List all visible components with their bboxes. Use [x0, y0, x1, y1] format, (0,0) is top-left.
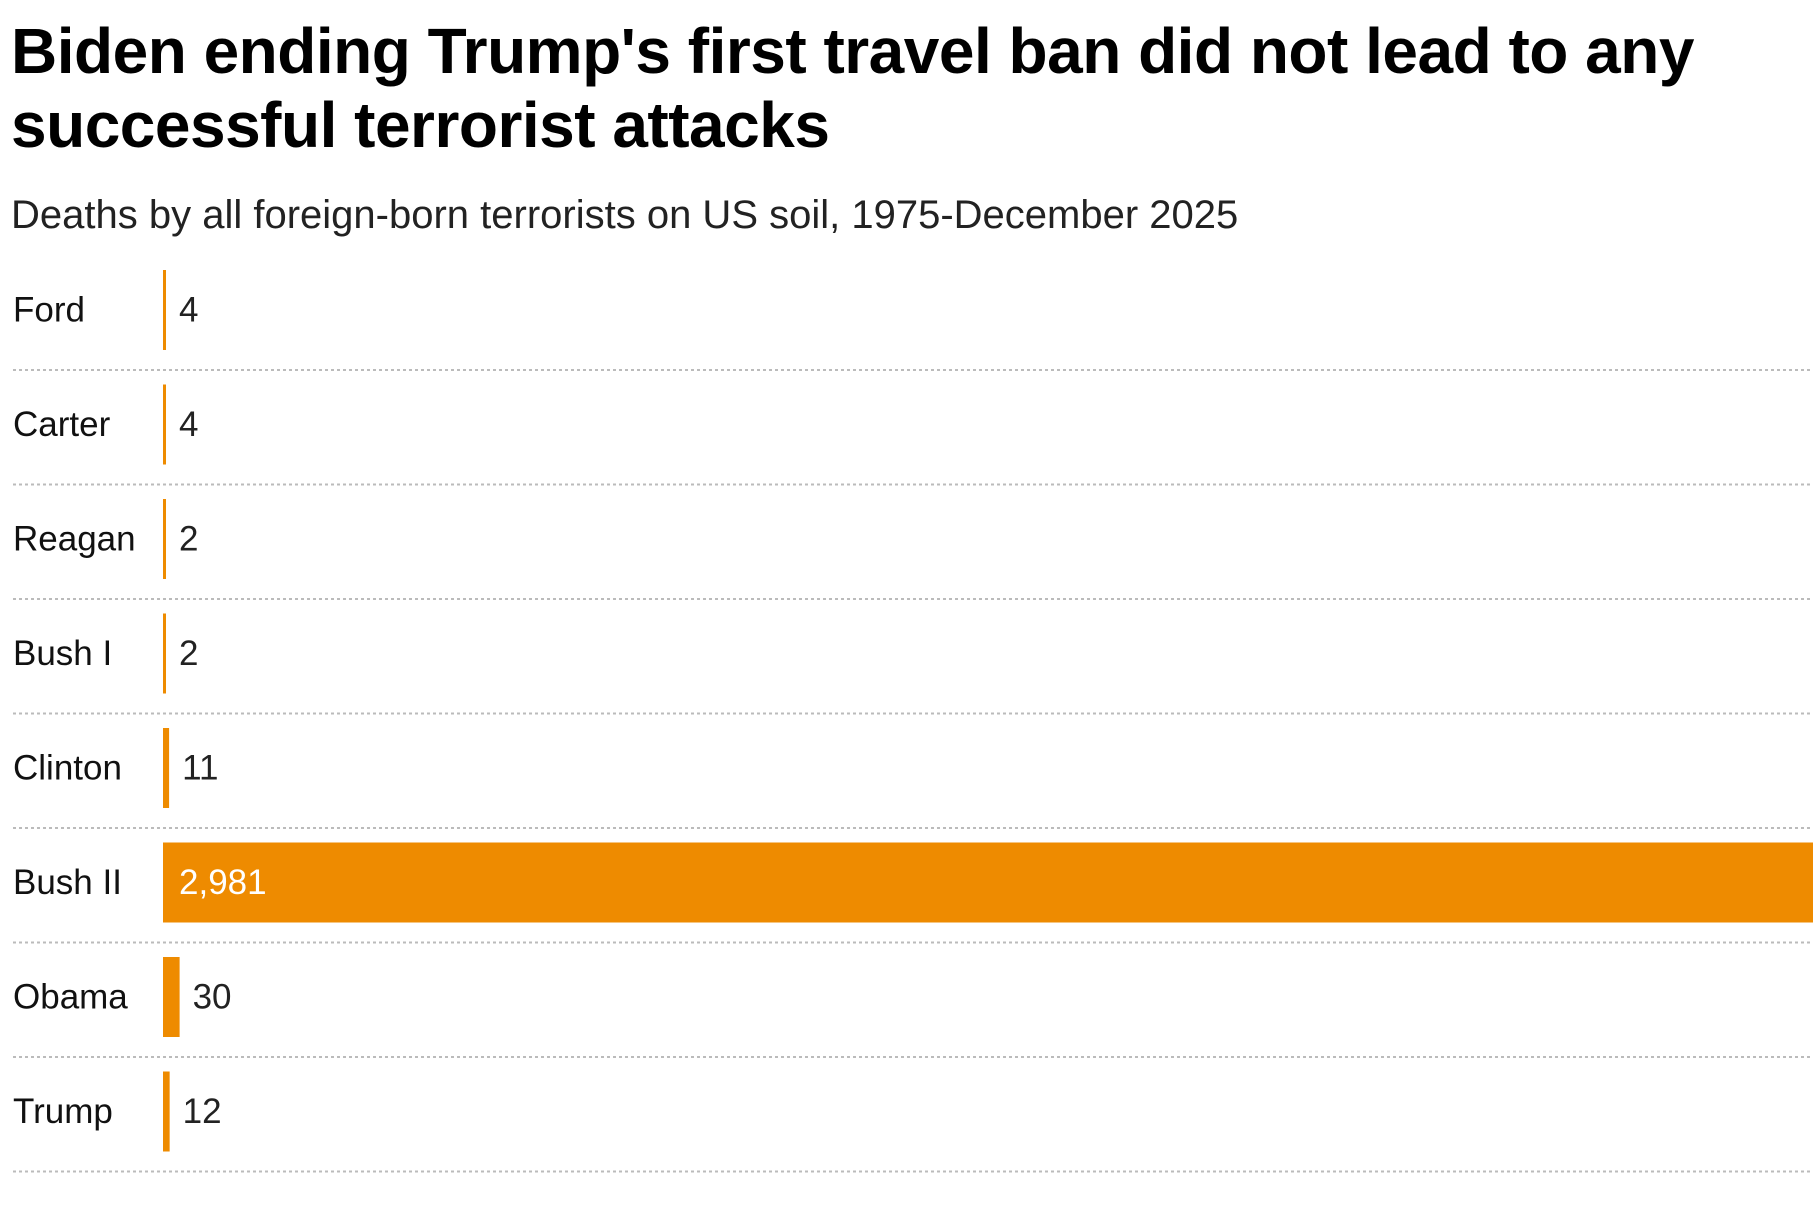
value-label: 30: [193, 978, 232, 1017]
bar: [163, 1071, 170, 1152]
bar: [163, 384, 166, 465]
value-label: 2: [179, 634, 198, 673]
category-label: Obama: [13, 978, 128, 1017]
category-label: Ford: [13, 291, 85, 330]
value-label: 4: [179, 291, 198, 330]
bar: [163, 957, 180, 1037]
category-label: Trump: [13, 1092, 113, 1131]
bar: [163, 270, 166, 350]
value-label: 12: [183, 1092, 222, 1131]
value-label: 2,981: [179, 863, 267, 902]
category-label: Reagan: [13, 520, 136, 559]
value-label: 11: [182, 749, 218, 788]
chart-title: Biden ending Trump's first travel ban di…: [11, 15, 1694, 161]
bar: [163, 613, 166, 694]
chart-subtitle: Deaths by all foreign-born terrorists on…: [11, 193, 1239, 237]
category-label: Bush I: [13, 634, 112, 673]
category-label: Carter: [13, 405, 111, 444]
value-label: 2: [179, 520, 198, 559]
bar: [163, 842, 1813, 923]
category-label: Bush II: [13, 863, 122, 902]
value-label: 4: [179, 405, 198, 444]
category-label: Clinton: [13, 749, 122, 788]
bar: [163, 728, 170, 808]
bar: [163, 499, 166, 579]
